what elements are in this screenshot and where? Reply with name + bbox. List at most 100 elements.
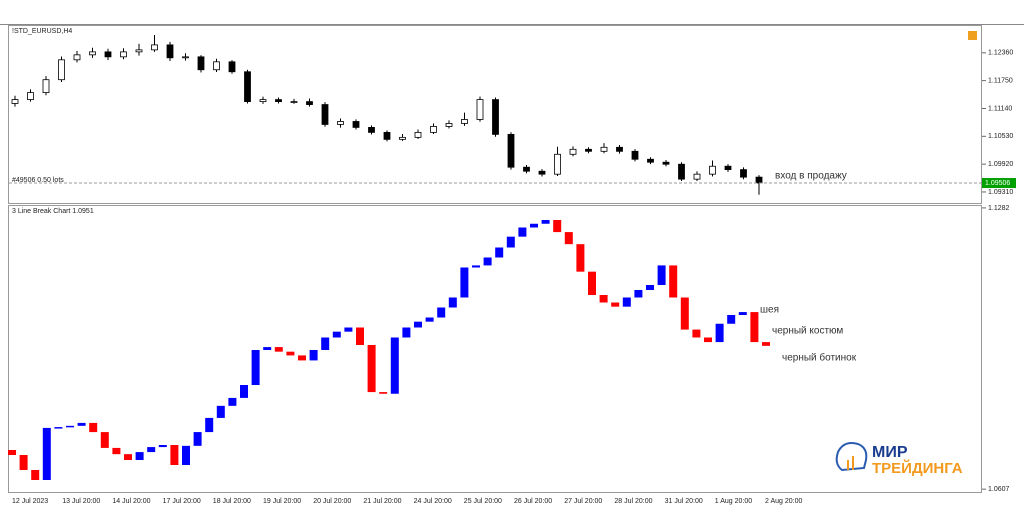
brick — [112, 447, 121, 455]
price-box — [982, 178, 1016, 189]
brick — [228, 397, 237, 406]
brick — [414, 321, 422, 328]
brick — [669, 265, 678, 298]
candle-body — [631, 150, 639, 160]
y-tick-label: 1.09310 — [988, 189, 1013, 196]
candle-body — [554, 153, 561, 175]
candle-body — [445, 123, 453, 127]
x-tick-label: 20 Jul 20:00 — [313, 498, 351, 505]
brick — [100, 432, 109, 448]
brick — [437, 307, 446, 318]
brick — [518, 227, 527, 237]
brick — [390, 337, 399, 394]
trade-icon[interactable] — [968, 31, 977, 40]
x-tick-label: 2 Aug 20:00 — [765, 498, 802, 505]
candle-body — [259, 99, 267, 102]
candle-body — [693, 173, 701, 180]
candle-body — [616, 146, 623, 152]
brick — [158, 445, 167, 448]
candle-body — [399, 136, 406, 140]
candle-body — [538, 170, 546, 175]
logo-icon — [835, 442, 868, 472]
brick — [738, 312, 747, 315]
x-tick-label: 14 Jul 20:00 — [112, 498, 150, 505]
brick — [321, 337, 330, 350]
candle-body — [647, 158, 654, 163]
brick — [66, 425, 74, 428]
brick — [704, 337, 712, 343]
brick — [367, 345, 376, 393]
candle-body — [461, 119, 468, 124]
y-tick-label: 1.11750 — [988, 77, 1013, 84]
brick — [251, 350, 260, 385]
annotation: шея — [760, 305, 779, 316]
x-tick-label: 21 Jul 20:00 — [363, 498, 401, 505]
x-tick-label: 1 Aug 20:00 — [715, 498, 752, 505]
candle-body — [58, 59, 65, 81]
brick — [31, 470, 40, 480]
brick — [54, 427, 63, 429]
x-tick-label: 12 Jul 2023 — [12, 498, 48, 505]
x-tick-label: 24 Jul 20:00 — [414, 498, 452, 505]
brick — [356, 327, 364, 345]
brick — [344, 327, 353, 332]
candle-body — [213, 61, 220, 71]
brick — [657, 265, 666, 285]
candle-body — [414, 131, 422, 138]
candle-body — [104, 51, 112, 58]
candle-body — [523, 166, 530, 172]
brick — [274, 347, 283, 352]
candle-body — [275, 99, 282, 102]
brick — [553, 220, 562, 233]
candle-body — [120, 51, 127, 58]
brick — [77, 422, 86, 426]
top-title: !STD_EURUSD,H4 — [12, 28, 72, 35]
brick — [576, 244, 585, 272]
brick — [564, 232, 573, 245]
candle-body — [724, 165, 732, 171]
candle-body — [585, 148, 592, 152]
candle-body — [151, 44, 158, 51]
brick — [298, 355, 306, 361]
candle-body — [73, 54, 81, 61]
x-tick-label: 19 Jul 20:00 — [263, 498, 301, 505]
y-tick-label: 1.1282 — [988, 205, 1010, 212]
x-tick-label: 26 Jul 20:00 — [514, 498, 552, 505]
brick — [216, 405, 225, 418]
candle-body — [368, 127, 375, 133]
order-label: #49506 0.50 lots — [12, 177, 64, 184]
brick — [541, 220, 550, 224]
candle-body — [244, 71, 251, 102]
brick — [588, 271, 596, 295]
candle-body — [430, 126, 437, 133]
candle-body — [11, 99, 19, 104]
price-label: 1.09506 — [985, 180, 1010, 187]
brick — [634, 290, 643, 298]
candle-body — [135, 49, 143, 53]
brick — [622, 297, 631, 307]
brick — [448, 297, 457, 308]
bottom-title: 3 Line Break Chart 1.0951 — [12, 208, 94, 215]
logo: МИР ТРЕЙДИНГА — [835, 442, 963, 477]
brick — [599, 295, 608, 303]
brick — [42, 427, 51, 480]
candle-body — [383, 131, 391, 140]
candle-body — [352, 121, 360, 128]
candle-body — [569, 148, 577, 155]
brick — [762, 342, 770, 346]
candle-body — [197, 56, 205, 71]
brick — [680, 297, 689, 330]
brick — [332, 331, 341, 338]
brick — [495, 247, 504, 258]
candle-body — [290, 101, 298, 103]
logo-text: ТРЕЙДИНГА — [872, 459, 963, 477]
candle-body — [740, 169, 747, 178]
brick — [205, 417, 214, 433]
annotation: вход в продажу — [775, 171, 847, 182]
candle-body — [27, 92, 34, 100]
brick — [402, 327, 411, 338]
brick — [170, 445, 179, 465]
brick — [193, 432, 202, 446]
brick — [309, 350, 318, 361]
